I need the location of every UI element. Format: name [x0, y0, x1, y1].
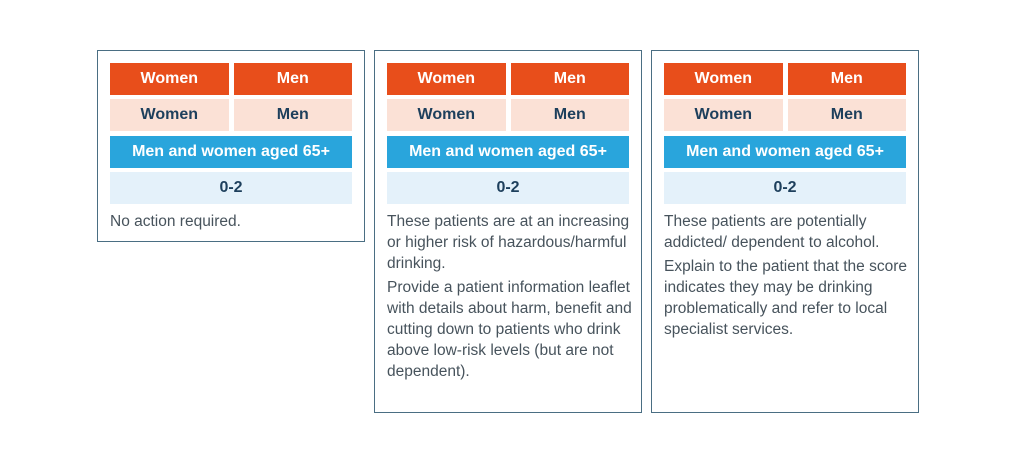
age-group-row: Men and women aged 65+	[110, 136, 352, 168]
risk-card-1: Women Men Women Men Men and women aged 6…	[97, 50, 365, 242]
description-paragraph: No action required.	[110, 213, 241, 230]
score-value: 0-2	[664, 172, 906, 204]
age-group-label: Men and women aged 65+	[664, 136, 906, 168]
age-group-row: Men and women aged 65+	[664, 136, 906, 168]
subheader-men: Men	[233, 99, 352, 131]
header-row: Women Men	[110, 63, 352, 95]
header-row: Women Men	[664, 63, 906, 95]
score-value: 0-2	[110, 172, 352, 204]
age-group-label: Men and women aged 65+	[387, 136, 629, 168]
description-paragraph: These patients are potentially addicted/…	[664, 213, 880, 251]
subheader-women: Women	[110, 99, 229, 131]
header-women: Women	[664, 63, 783, 95]
score-row: 0-2	[387, 172, 629, 204]
risk-card-2: Women Men Women Men Men and women aged 6…	[374, 50, 642, 413]
score-row: 0-2	[664, 172, 906, 204]
description-paragraph: Provide a patient information leaflet wi…	[387, 279, 632, 380]
risk-card-3: Women Men Women Men Men and women aged 6…	[651, 50, 919, 413]
score-value: 0-2	[387, 172, 629, 204]
header-women: Women	[387, 63, 506, 95]
description-paragraph: Explain to the patient that the score in…	[664, 258, 907, 338]
header-men: Men	[233, 63, 352, 95]
age-group-row: Men and women aged 65+	[387, 136, 629, 168]
card-description: These patients are at an increasing or h…	[387, 211, 633, 385]
subheader-men: Men	[510, 99, 629, 131]
header-men: Men	[787, 63, 906, 95]
card-description: No action required.	[110, 211, 356, 235]
header-row: Women Men	[387, 63, 629, 95]
age-group-label: Men and women aged 65+	[110, 136, 352, 168]
subheader-row: Women Men	[664, 99, 906, 131]
header-women: Women	[110, 63, 229, 95]
subheader-women: Women	[664, 99, 783, 131]
description-paragraph: These patients are at an increasing or h…	[387, 213, 630, 272]
subheader-row: Women Men	[387, 99, 629, 131]
subheader-women: Women	[387, 99, 506, 131]
subheader-men: Men	[787, 99, 906, 131]
subheader-row: Women Men	[110, 99, 352, 131]
score-row: 0-2	[110, 172, 352, 204]
header-men: Men	[510, 63, 629, 95]
card-description: These patients are potentially addicted/…	[664, 211, 910, 343]
